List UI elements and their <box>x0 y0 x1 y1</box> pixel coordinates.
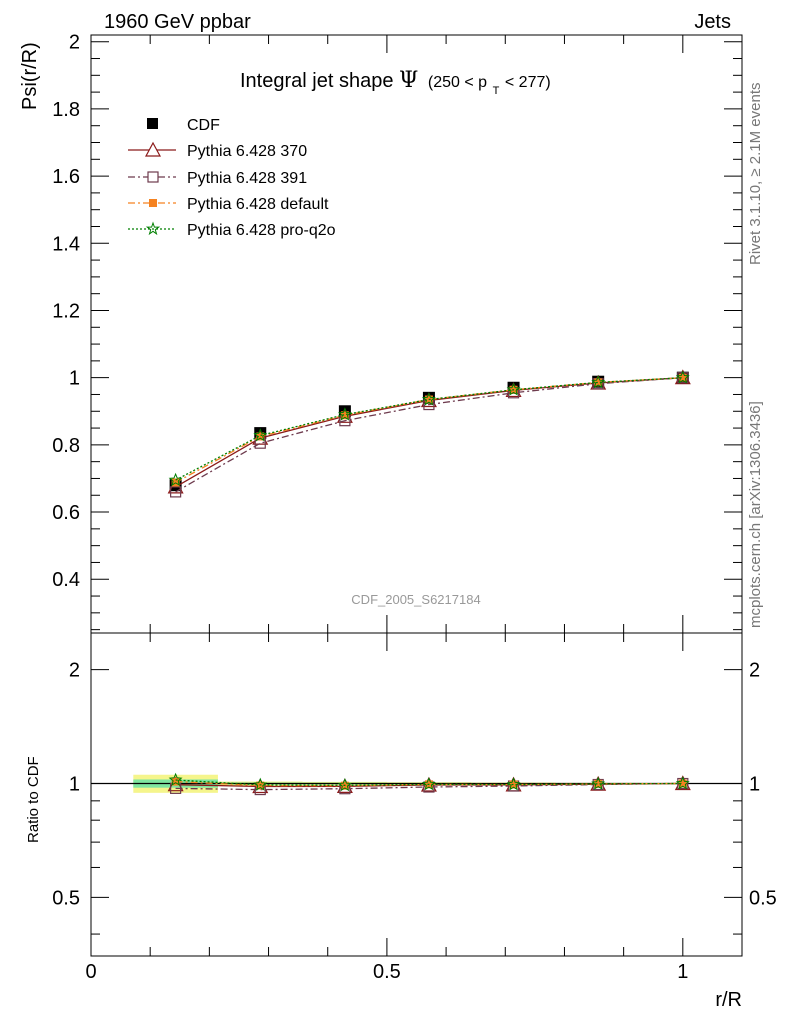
legend-marker-q2o <box>145 221 161 236</box>
main-series-point <box>421 392 436 406</box>
legend-label-default: Pythia 6.428 default <box>187 196 329 213</box>
main-series-point <box>337 407 352 421</box>
ratio-y-tick-label: 0.5 <box>52 887 80 909</box>
chart-title: Integral jet shape Ψ (250 < p T < 277) <box>240 68 551 99</box>
ratio-y-tick-label-right: 1 <box>749 774 760 796</box>
main-y-tick-label: 1 <box>69 368 80 390</box>
main-series-point <box>256 432 265 441</box>
main-series-point <box>253 428 268 442</box>
main-series-point <box>506 382 521 396</box>
header-energy: 1960 GeV ppbar <box>104 11 251 33</box>
ratio-series-point <box>591 776 606 790</box>
legend-item-q2o: Pythia 6.428 pro-q2o <box>128 221 336 239</box>
analysis-id-label: CDF_2005_S6217184 <box>351 592 480 607</box>
chart-title-range: (250 < p <box>428 74 487 91</box>
legend-item-cdf: CDF <box>147 117 220 134</box>
legend-marker-391 <box>147 171 159 183</box>
main-panel: 0.4 0.6 0.8 1 1.2 1.4 1.6 1.8 2 Integral jet sha… <box>19 32 743 634</box>
ratio-series-point <box>506 777 521 791</box>
ratio-series-point <box>509 780 518 789</box>
legend-label-391: Pythia 6.428 391 <box>187 170 307 187</box>
ratio-series-line <box>175 779 683 786</box>
mcplots-label: mcplots.cern.ch [arXiv:1306.3436] <box>747 401 764 628</box>
main-series-point <box>170 486 182 498</box>
main-series-line <box>175 377 683 481</box>
main-y-axis-label: Psi(r/R) <box>19 42 41 110</box>
ratio-series-point <box>337 777 352 792</box>
main-y-tick-label: 1.2 <box>52 300 80 322</box>
chart-title-range-post: < 277) <box>505 74 551 91</box>
ratio-series-point <box>171 777 180 786</box>
x-axis-label: r/R <box>715 989 742 1011</box>
legend-label-q2o: Pythia 6.428 pro-q2o <box>187 222 336 239</box>
ratio-series-point <box>253 777 268 791</box>
ratio-y-axis-label: Ratio to CDF <box>25 756 42 843</box>
ratio-series-point <box>678 779 687 788</box>
x-tick-label: 0 <box>85 961 96 983</box>
main-series-point <box>591 375 606 389</box>
main-series-point <box>594 378 603 387</box>
legend-item-370: Pythia 6.428 370 <box>128 141 307 160</box>
legend-marker-cdf <box>147 118 158 129</box>
ratio-panel-frame <box>90 632 743 957</box>
main-series-point <box>678 373 687 382</box>
main-series-point <box>168 472 183 487</box>
ratio-axis-ticks: 0.5 0.5 1 1 2 2 0 0.5 1 <box>52 633 777 983</box>
main-series-point <box>675 370 690 384</box>
main-series-point <box>340 411 349 420</box>
main-y-tick-label: 1.8 <box>52 99 80 121</box>
ratio-y-tick-label-right: 2 <box>749 660 760 682</box>
header-process: Jets <box>694 11 731 33</box>
legend-label-cdf: CDF <box>187 117 220 134</box>
ratio-y-tick-label: 2 <box>69 660 80 682</box>
main-y-tick-label: 0.6 <box>52 502 80 524</box>
ratio-series-point <box>675 776 690 790</box>
main-y-tick-label: 2 <box>69 32 80 54</box>
legend-marker-370 <box>144 141 162 157</box>
main-y-tick-label: 0.8 <box>52 435 80 457</box>
ratio-y-tick-label: 1 <box>69 774 80 796</box>
ratio-y-tick-label-right: 0.5 <box>749 887 777 909</box>
legend-item-default: Pythia 6.428 default <box>128 196 329 213</box>
chart-title-symbol: Ψ <box>399 68 418 93</box>
main-y-tick-label: 1.6 <box>52 166 80 188</box>
main-y-tick-label: 0.4 <box>52 569 80 591</box>
chart-title-range-sub: T <box>493 85 500 97</box>
ratio-series-point <box>168 772 183 786</box>
ratio-series-point <box>421 777 436 791</box>
legend-item-391: Pythia 6.428 391 <box>128 170 307 187</box>
main-y-tick-label: 1.4 <box>52 233 80 255</box>
rivet-version-label: Rivet 3.1.10, ≥ 2.1M events <box>747 83 764 266</box>
legend: CDF Pythia 6.428 370 Pythia 6.428 391 Py… <box>128 117 336 239</box>
ratio-series-point <box>594 779 603 788</box>
ratio-series-layer <box>167 772 691 796</box>
legend-marker-default <box>149 199 157 207</box>
legend-label-370: Pythia 6.428 370 <box>187 143 307 160</box>
ratio-panel: 0.5 0.5 1 1 2 2 0 0.5 1 Ratio to CDF r/R <box>25 632 777 1011</box>
x-tick-label: 0.5 <box>373 961 401 983</box>
chart-title-main: Integral jet shape <box>240 70 393 92</box>
x-tick-label: 1 <box>677 961 688 983</box>
main-axis-ticks: 0.4 0.6 0.8 1 1.2 1.4 1.6 1.8 2 <box>52 32 743 633</box>
main-series-layer <box>167 369 691 498</box>
